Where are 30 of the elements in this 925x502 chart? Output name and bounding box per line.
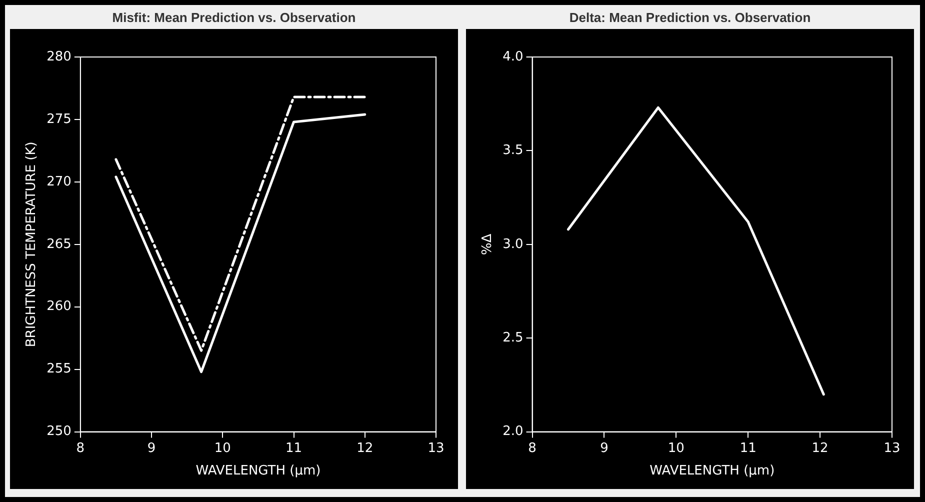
- y-tick-label: 3.5: [502, 143, 524, 158]
- y-axis-title: %Δ: [480, 234, 496, 256]
- x-tick-label: 10: [214, 440, 231, 456]
- x-tick-label: 12: [812, 440, 828, 456]
- chart-title: Misfit: Mean Prediction vs. Observation: [112, 9, 356, 27]
- x-axis-title: WAVELENGTH (μm): [196, 464, 321, 479]
- y-tick-label: 260: [46, 299, 72, 314]
- y-tick-label: 265: [46, 236, 72, 252]
- x-tick-label: 11: [285, 440, 302, 456]
- x-tick-label: 9: [147, 440, 156, 456]
- y-tick-label: 4.0: [502, 49, 524, 64]
- y-axis-title: BRIGHTNESS TEMPERATURE (K): [24, 142, 40, 348]
- x-tick-label: 8: [528, 440, 536, 456]
- y-tick-label: 280: [46, 49, 72, 64]
- y-tick-label: 255: [46, 362, 72, 377]
- y-tick-label: 275: [46, 112, 72, 127]
- x-tick-label: 8: [76, 440, 85, 456]
- y-tick-label: 2.5: [502, 330, 524, 346]
- x-tick-label: 11: [740, 440, 756, 456]
- y-tick-label: 2.0: [502, 424, 524, 440]
- x-tick-label: 10: [668, 440, 684, 456]
- x-tick-label: 13: [884, 440, 900, 456]
- x-tick-label: 12: [356, 440, 374, 456]
- chart-title: Delta: Mean Prediction vs. Observation: [569, 9, 811, 27]
- x-tick-label: 13: [428, 440, 444, 456]
- x-tick-label: 9: [600, 440, 608, 456]
- y-tick-label: 250: [46, 424, 72, 440]
- y-tick-label: 3.0: [502, 236, 524, 252]
- y-tick-label: 270: [46, 174, 72, 190]
- x-axis-title: WAVELENGTH (μm): [650, 464, 775, 479]
